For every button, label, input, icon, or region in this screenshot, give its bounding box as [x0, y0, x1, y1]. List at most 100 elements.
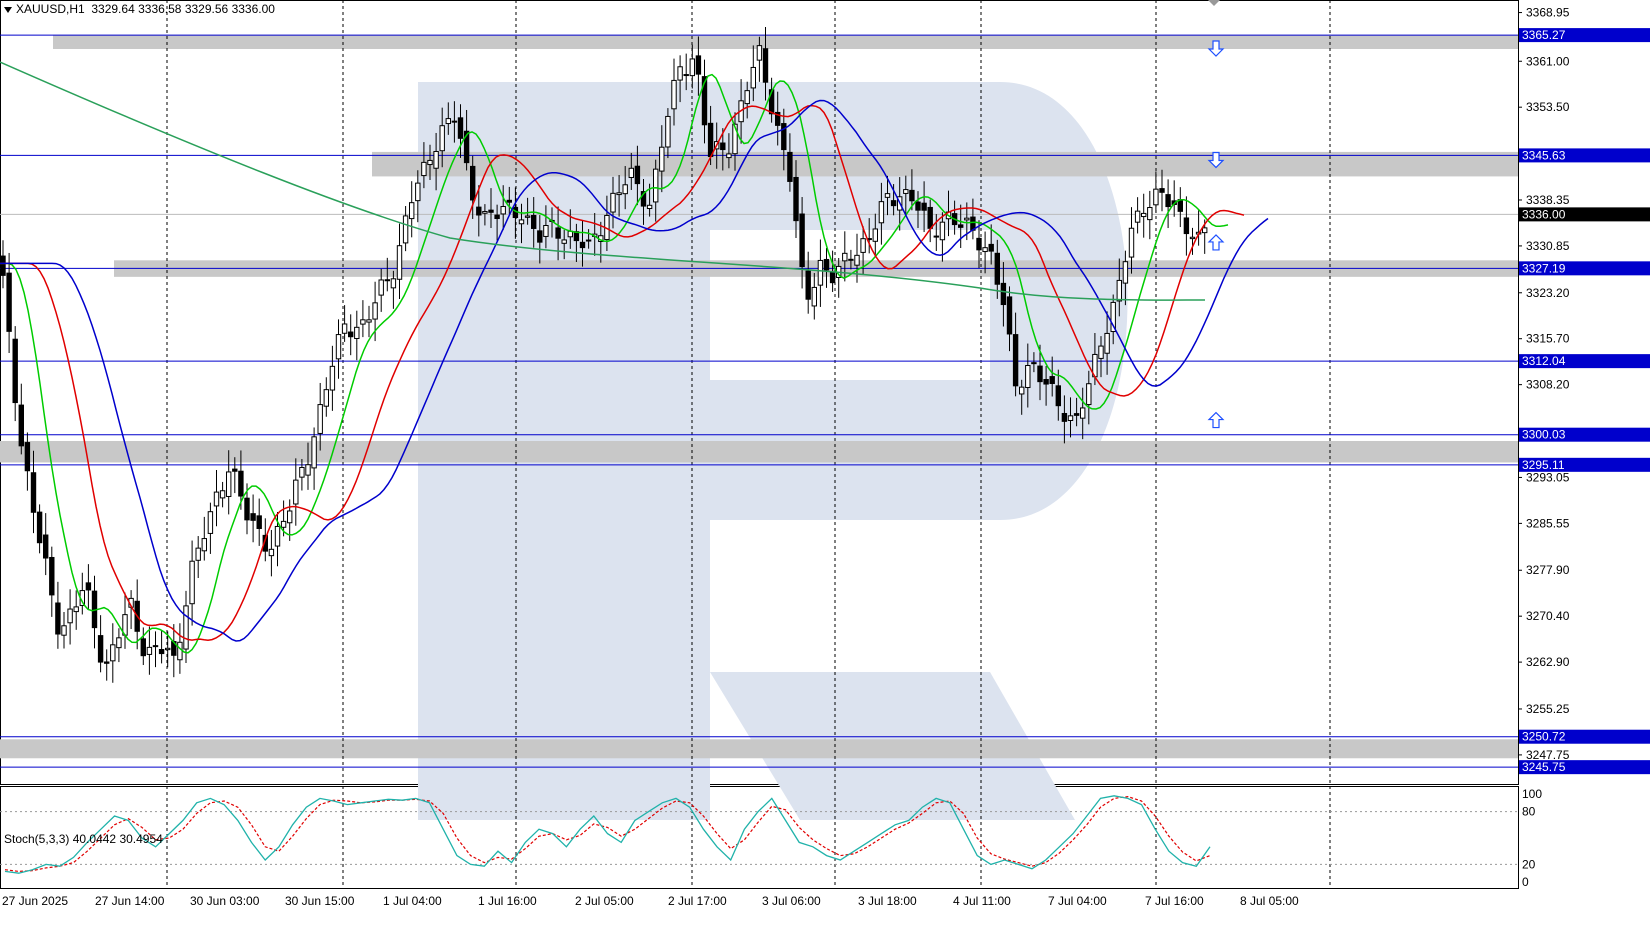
low-value: 3329.56 [184, 2, 229, 16]
candle-bull [482, 211, 488, 214]
candle [43, 513, 49, 576]
candle [6, 252, 12, 353]
candle-bear [488, 209, 494, 213]
candle-bull [653, 168, 659, 203]
candle-bear [921, 202, 927, 211]
candle-bull [817, 259, 824, 286]
candle-bear [927, 206, 933, 229]
candle [817, 239, 824, 307]
candle [55, 581, 61, 649]
candle [1073, 397, 1080, 427]
candle [427, 144, 433, 180]
candle-bear [1049, 376, 1055, 384]
candle-bull [317, 404, 323, 434]
candle [49, 546, 55, 617]
candle [750, 45, 756, 102]
candle-bear [848, 258, 854, 261]
candle [311, 427, 317, 490]
candle [561, 229, 567, 260]
candle-bear [799, 213, 805, 268]
level-badge-label: 3327.19 [1522, 261, 1566, 275]
candle-bull [646, 204, 653, 210]
candle [415, 170, 421, 223]
candle [823, 247, 830, 288]
candle-bull [1110, 301, 1116, 333]
candle [0, 240, 6, 289]
candle [85, 564, 92, 611]
candle [848, 249, 854, 270]
candle-bull [378, 279, 384, 296]
candle-bull [1025, 365, 1031, 389]
candle-bull [189, 560, 195, 605]
stoch-tick-label: 20 [1522, 857, 1536, 871]
candle [781, 108, 787, 171]
candle-bull [116, 637, 122, 649]
candle-bear [1055, 385, 1061, 407]
candle [1025, 343, 1031, 408]
candle [628, 152, 634, 190]
candle-bear [506, 199, 513, 203]
candle-bear [1159, 188, 1165, 193]
candle [348, 314, 354, 356]
candle-bull [561, 239, 567, 244]
candle-bear [909, 189, 915, 202]
candle [238, 450, 244, 510]
candle-bull [311, 436, 317, 469]
candle [622, 166, 628, 210]
time-tick-label: 8 Jul 05:00 [1240, 894, 1299, 908]
candle-bear [695, 55, 702, 75]
candle [30, 450, 37, 534]
candle-bull [982, 247, 988, 253]
current-price-badge: 3336.00 [1519, 207, 1650, 222]
candle-bull [1147, 207, 1153, 221]
candle-bull [1134, 210, 1141, 223]
candle-bull [402, 215, 409, 244]
candle-bear [55, 602, 61, 635]
candle [640, 179, 647, 225]
candle-bear [30, 472, 37, 513]
candle [1080, 387, 1086, 440]
candle-bear [1073, 413, 1080, 416]
candle-bear [18, 404, 25, 447]
candle-bull [213, 491, 220, 507]
time-tick-label: 30 Jun 15:00 [285, 894, 355, 908]
candle-bear [97, 635, 104, 663]
level-badge: 3295.11 [1519, 457, 1650, 472]
candle-bull [1104, 332, 1110, 354]
candle [537, 215, 543, 264]
level-badge-label: 3365.27 [1522, 28, 1566, 42]
candle [1043, 366, 1049, 406]
price-tick-label: 3338.35 [1526, 193, 1570, 207]
candle-bear [1000, 282, 1007, 306]
candle-bear [1165, 194, 1171, 208]
candle [366, 305, 372, 338]
candle-bull [939, 221, 946, 241]
candle-bull [165, 647, 171, 651]
candle-bear [933, 235, 939, 238]
candle-bear [1037, 365, 1043, 383]
candle-bull [964, 217, 970, 221]
candle [1061, 395, 1068, 444]
candle-bull [73, 606, 79, 613]
candle-bull [1141, 212, 1147, 218]
candle-bull [1080, 407, 1086, 419]
candle [762, 26, 769, 101]
candle [1116, 258, 1122, 317]
candle [793, 160, 799, 238]
dropdown-triangle-icon[interactable] [4, 6, 12, 13]
candle-bull [451, 120, 458, 123]
candle-bear [994, 252, 1000, 285]
candle [439, 107, 445, 168]
candle [1165, 179, 1171, 229]
candle [1141, 193, 1147, 238]
price-tick-label: 3323.20 [1526, 286, 1570, 300]
level-badge: 3300.03 [1519, 427, 1650, 442]
candle [189, 540, 195, 626]
candle-bull [146, 646, 153, 655]
candle-bear [140, 638, 147, 657]
candle-bear [805, 270, 811, 300]
candle [256, 498, 262, 546]
candle-bear [890, 200, 897, 207]
candle [915, 191, 921, 229]
